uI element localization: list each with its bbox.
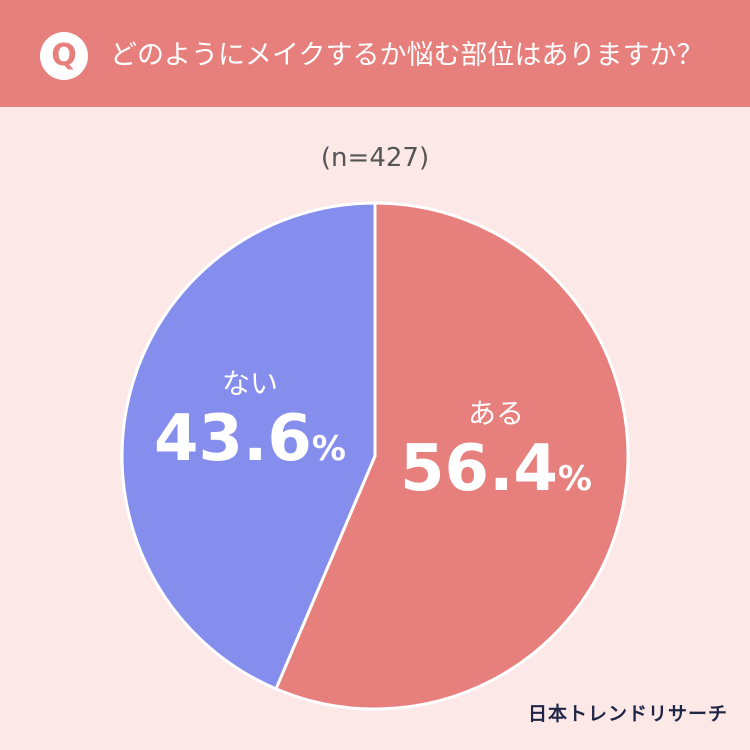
question-text: どのようにメイクするか悩む部位はありますか？ (110, 40, 704, 71)
question-banner: Q どのようにメイクするか悩む部位はありますか？ (0, 0, 750, 107)
pie-slice-aru (274, 201, 630, 711)
label-nai-name: ない (221, 367, 278, 400)
label-nai: ない 43.6% (140, 367, 360, 493)
sample-size: (n=427) (320, 143, 430, 173)
label-aru-value: 56.4% (386, 431, 606, 523)
label-aru-unit: % (557, 459, 592, 499)
label-aru: ある 56.4% (386, 397, 606, 523)
pie-slice-nai (120, 201, 377, 691)
label-aru-name: ある (467, 397, 524, 430)
label-nai-number: 43.6 (154, 402, 312, 476)
q-badge: Q (40, 32, 88, 80)
label-aru-number: 56.4 (400, 432, 558, 506)
label-nai-value: 43.6% (140, 401, 360, 493)
brand-logo: 日本トレンドリサーチ (527, 703, 728, 725)
label-nai-unit: % (311, 429, 346, 469)
